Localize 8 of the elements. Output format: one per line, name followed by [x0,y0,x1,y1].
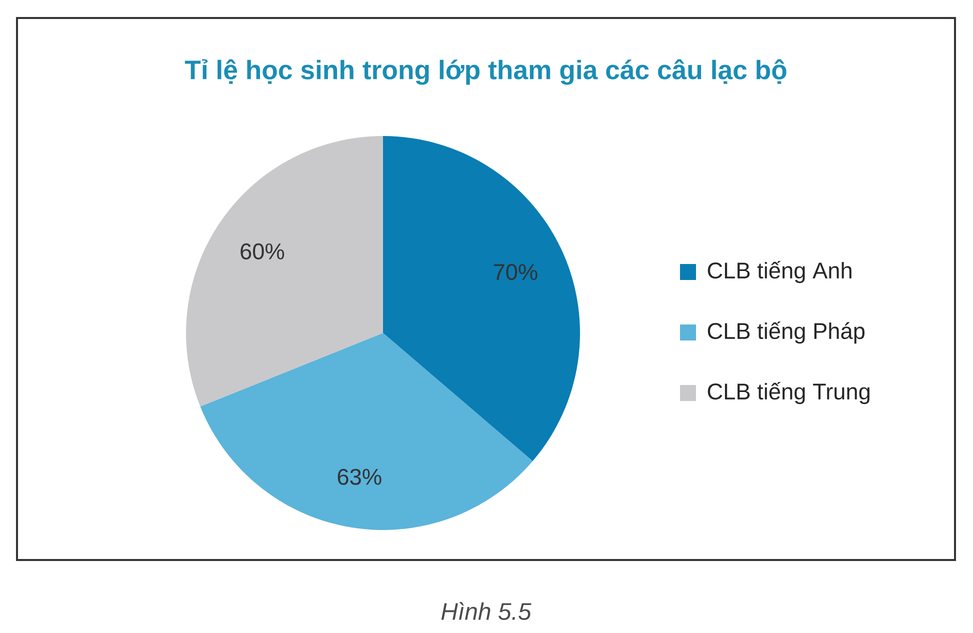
legend-label: CLB tiếng Trung [708,382,870,404]
data-label: 70% [494,264,538,280]
legend-label: CLB tiếng Pháp [708,321,864,344]
data-label: 63% [338,468,382,485]
data-label: 60% [240,243,284,260]
chart-title: Tỉ lệ học sinh trong lớp tham gia các câu lạc bộ [184,59,786,85]
legend-label: CLB tiếng Anh [708,260,852,284]
text: Hình 5.5 [441,602,532,620]
